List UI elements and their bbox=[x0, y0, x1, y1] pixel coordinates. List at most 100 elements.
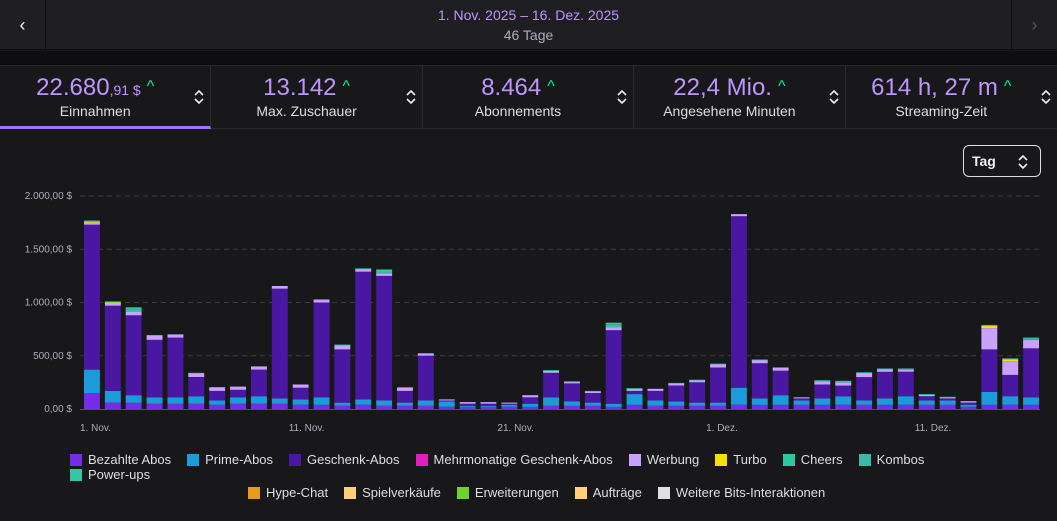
bar-segment bbox=[564, 381, 580, 383]
bar-segment bbox=[334, 349, 351, 403]
legend-item[interactable]: Aufträge bbox=[574, 485, 642, 500]
bar-segment bbox=[125, 307, 142, 310]
bar-segment bbox=[668, 383, 685, 386]
bar-segment bbox=[355, 399, 372, 405]
legend-item[interactable]: Spielverkäufe bbox=[344, 485, 441, 500]
next-range-button[interactable]: › bbox=[1011, 0, 1057, 50]
bar-segment bbox=[835, 385, 852, 397]
sort-arrows-icon bbox=[1041, 90, 1051, 104]
bar-segment bbox=[543, 370, 559, 373]
metric-tab-4[interactable]: 614 h, 27 m ^ Streaming-Zeit bbox=[846, 66, 1057, 129]
bar-segment bbox=[230, 397, 246, 404]
bar-segment bbox=[146, 403, 163, 409]
bar-segment bbox=[376, 405, 393, 409]
bar-segment bbox=[877, 404, 893, 409]
legend-swatch bbox=[858, 453, 871, 466]
bar-segment bbox=[918, 404, 935, 409]
metric-value: 614 h, 27 m ^ bbox=[846, 74, 1037, 102]
bar-segment bbox=[397, 390, 413, 403]
bar-segment bbox=[981, 325, 998, 328]
legend-item[interactable]: Power-ups bbox=[70, 467, 150, 482]
bar-segment bbox=[501, 402, 518, 404]
bar-segment bbox=[522, 406, 539, 409]
legend-row: Hype-Chat Spielverkäufe Erweiterungen Auftr… bbox=[60, 479, 960, 506]
legend-swatch bbox=[344, 486, 357, 499]
metric-label: Max. Zuschauer bbox=[256, 103, 357, 119]
metric-value: 22.680,91 $ ^ bbox=[0, 74, 190, 102]
bar-segment bbox=[292, 399, 309, 405]
bar-segment bbox=[313, 302, 330, 398]
bar-segment bbox=[376, 273, 393, 276]
interval-select[interactable]: Tag bbox=[963, 145, 1041, 177]
bar-segment bbox=[543, 397, 559, 406]
legend-item[interactable]: Geschenk-Abos bbox=[289, 452, 400, 467]
bar-segment bbox=[897, 369, 914, 372]
trend-up-icon: ^ bbox=[777, 78, 786, 95]
bar-segment bbox=[897, 404, 914, 409]
sort-arrows-icon bbox=[617, 90, 627, 104]
bar-segment bbox=[480, 406, 497, 409]
bar-segment bbox=[313, 299, 330, 301]
bar-segment bbox=[731, 214, 747, 217]
bar-segment bbox=[710, 402, 726, 406]
legend-swatch bbox=[415, 453, 428, 466]
chart-panel: 0,00 $ 500,00 $ 1.000,00 $ 1.500,00 $ 2.000,… bbox=[0, 130, 1057, 521]
legend-item[interactable]: Kombos bbox=[858, 452, 924, 467]
metric-tab-1[interactable]: 13.142 ^ Max. Zuschauer bbox=[211, 66, 423, 129]
legend-item[interactable]: Bezahlte Abos bbox=[70, 452, 171, 467]
bar-segment bbox=[689, 380, 706, 383]
bar-segment bbox=[271, 286, 288, 289]
bar-segment bbox=[84, 220, 100, 222]
bar-segment bbox=[751, 363, 768, 399]
bar-segment bbox=[689, 382, 706, 403]
bar-segment bbox=[584, 393, 601, 403]
legend-item[interactable]: Turbo bbox=[715, 452, 767, 467]
legend-item[interactable]: Weitere Bits-Interaktionen bbox=[657, 485, 826, 500]
bar-segment bbox=[710, 405, 726, 409]
bar-segment bbox=[856, 372, 873, 378]
bar-segment bbox=[292, 384, 309, 388]
bar-segment bbox=[793, 397, 810, 399]
bar-segment bbox=[271, 288, 288, 399]
x-tick-label: 1. Dez. bbox=[706, 423, 738, 434]
bar-segment bbox=[564, 405, 580, 409]
y-tick-label: 500,00 $ bbox=[33, 351, 72, 362]
legend-item[interactable]: Werbung bbox=[628, 452, 699, 467]
bar-segment bbox=[856, 377, 873, 401]
legend-label: Turbo bbox=[733, 452, 767, 467]
y-tick-label: 2.000,00 $ bbox=[25, 191, 73, 202]
bar-segment bbox=[1002, 359, 1019, 362]
legend-item[interactable]: Mehrmonatige Geschenk-Abos bbox=[415, 452, 613, 467]
chevron-right-icon: › bbox=[1031, 14, 1038, 35]
metric-tab-3[interactable]: 22,4 Mio. ^ Angesehene Minuten bbox=[634, 66, 846, 129]
bar-segment bbox=[146, 335, 163, 340]
bar-segment bbox=[647, 390, 664, 401]
bar-segment bbox=[939, 404, 956, 409]
bar-segment bbox=[710, 363, 726, 365]
legend-item[interactable]: Erweiterungen bbox=[456, 485, 559, 500]
date-range-text: 1. Nov. 2025 – 16. Dez. 2025 bbox=[437, 7, 620, 23]
previous-range-button[interactable]: ‹ bbox=[0, 0, 46, 50]
legend-label: Weitere Bits-Interaktionen bbox=[675, 485, 826, 500]
metric-tab-2[interactable]: 8.464 ^ Abonnements bbox=[423, 66, 635, 129]
legend-item[interactable]: Cheers bbox=[782, 452, 843, 467]
bar-segment bbox=[626, 394, 643, 405]
bar-segment bbox=[960, 404, 977, 407]
bar-segment bbox=[877, 368, 893, 370]
bar-segment bbox=[376, 400, 393, 406]
legend-label: Geschenk-Abos bbox=[307, 452, 400, 467]
legend-label: Power-ups bbox=[88, 467, 151, 482]
bar-segment bbox=[668, 382, 685, 384]
legend-swatch bbox=[782, 453, 795, 466]
bar-segment bbox=[835, 382, 852, 386]
sort-arrows-icon bbox=[406, 90, 416, 104]
bar-segment bbox=[668, 401, 685, 406]
legend-item[interactable]: Prime-Abos bbox=[187, 452, 273, 467]
bar-segment bbox=[313, 404, 330, 409]
bar-segment bbox=[1023, 397, 1039, 405]
legend-item[interactable]: Hype-Chat bbox=[248, 485, 328, 500]
interval-select-value: Tag bbox=[972, 153, 996, 169]
trend-up-icon: ^ bbox=[547, 78, 555, 95]
bar-segment bbox=[417, 405, 434, 409]
metric-tab-0[interactable]: 22.680,91 $ ^ Einnahmen bbox=[0, 66, 212, 129]
